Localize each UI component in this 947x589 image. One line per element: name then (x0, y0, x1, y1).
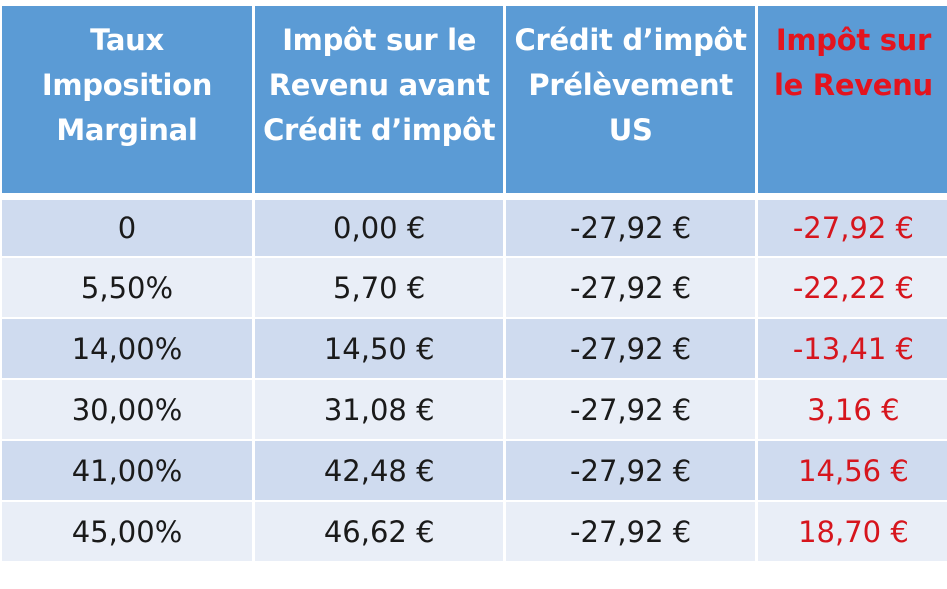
cell-marginal-rate: 0 (2, 196, 255, 258)
cell-income-tax: -22,22 € (756, 257, 947, 319)
cell-marginal-rate: 45,00% (2, 501, 255, 563)
cell-us-credit: -27,92 € (504, 196, 758, 258)
cell-us-credit: -27,92 € (504, 440, 758, 502)
header-income-tax: Impôt sur le Revenu (756, 6, 947, 200)
header-income-tax-before-credit: Impôt sur le Revenu avant Crédit d’impôt (253, 6, 507, 200)
cell-us-credit: -27,92 € (504, 501, 758, 563)
cell-us-credit: -27,92 € (504, 257, 758, 319)
header-row: Taux Imposition Marginal Impôt sur le Re… (2, 6, 947, 200)
cell-tax-before-credit: 14,50 € (253, 318, 507, 380)
cell-tax-before-credit: 5,70 € (253, 257, 507, 319)
table-row: 5,50% 5,70 € -27,92 € -22,22 € (2, 257, 947, 319)
header-us-withholding-credit: Crédit d’impôt Prélèvement US (504, 6, 758, 200)
header-marginal-rate: Taux Imposition Marginal (2, 6, 255, 200)
table-row: 0 0,00 € -27,92 € -27,92 € (2, 196, 947, 258)
table-row: 30,00% 31,08 € -27,92 € 3,16 € (2, 379, 947, 441)
tax-table: Taux Imposition Marginal Impôt sur le Re… (2, 6, 947, 563)
cell-marginal-rate: 14,00% (2, 318, 255, 380)
cell-income-tax: 3,16 € (756, 379, 947, 441)
cell-tax-before-credit: 42,48 € (253, 440, 507, 502)
table-row: 45,00% 46,62 € -27,92 € 18,70 € (2, 501, 947, 563)
cell-marginal-rate: 5,50% (2, 257, 255, 319)
cell-tax-before-credit: 46,62 € (253, 501, 507, 563)
cell-income-tax: 14,56 € (756, 440, 947, 502)
cell-marginal-rate: 41,00% (2, 440, 255, 502)
cell-us-credit: -27,92 € (504, 379, 758, 441)
table-row: 14,00% 14,50 € -27,92 € -13,41 € (2, 318, 947, 380)
cell-income-tax: -27,92 € (756, 196, 947, 258)
table-row: 41,00% 42,48 € -27,92 € 14,56 € (2, 440, 947, 502)
cell-tax-before-credit: 0,00 € (253, 196, 507, 258)
cell-income-tax: -13,41 € (756, 318, 947, 380)
cell-us-credit: -27,92 € (504, 318, 758, 380)
cell-marginal-rate: 30,00% (2, 379, 255, 441)
cell-tax-before-credit: 31,08 € (253, 379, 507, 441)
cell-income-tax: 18,70 € (756, 501, 947, 563)
